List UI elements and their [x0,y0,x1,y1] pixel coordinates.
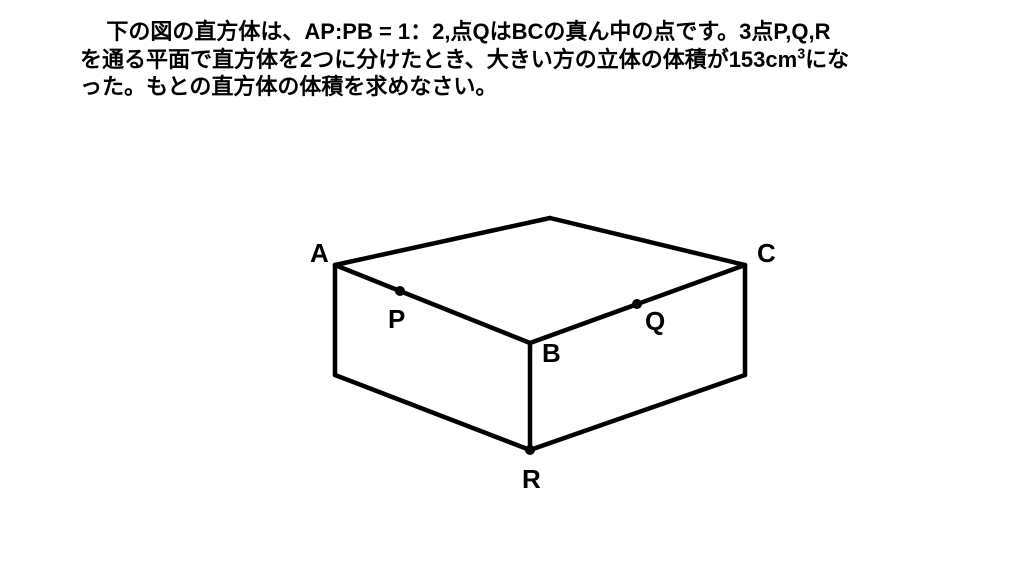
label-B: B [542,338,561,368]
point-P [395,286,405,296]
label-C: C [757,238,776,268]
cuboid-svg: A B C P Q R [270,190,790,530]
problem-line2-tail: にな [805,47,849,72]
edge-A-B [335,265,530,343]
label-R: R [522,464,541,494]
problem-text: 下の図の直方体は、AP:PB = 1：2,点QはBCの真ん中の点です。3点P,Q… [80,18,950,101]
edge-B2-C2 [530,375,745,450]
point-Q [632,299,642,309]
edge-C-D [550,218,745,265]
label-P: P [388,304,405,334]
cuboid-figure: A B C P Q R [270,190,790,530]
problem-line1: 下の図の直方体は、AP:PB = 1：2,点QはBCの真ん中の点です。3点P,Q… [106,19,830,44]
problem-line3: った。もとの直方体の体積を求めなさい。 [80,74,497,99]
edge-D-A [335,218,550,265]
label-A: A [310,238,329,268]
cuboid-group: A B C P Q R [310,218,776,494]
label-Q: Q [645,306,665,336]
problem-line2-sup: 3 [797,46,805,62]
edge-A2-B2 [335,375,530,450]
point-R [525,445,535,455]
problem-line2: を通る平面で直方体を2つに分けたとき、大きい方の立体の体積が153cm [80,47,797,72]
page-root: 下の図の直方体は、AP:PB = 1：2,点QはBCの真ん中の点です。3点P,Q… [0,0,1024,576]
